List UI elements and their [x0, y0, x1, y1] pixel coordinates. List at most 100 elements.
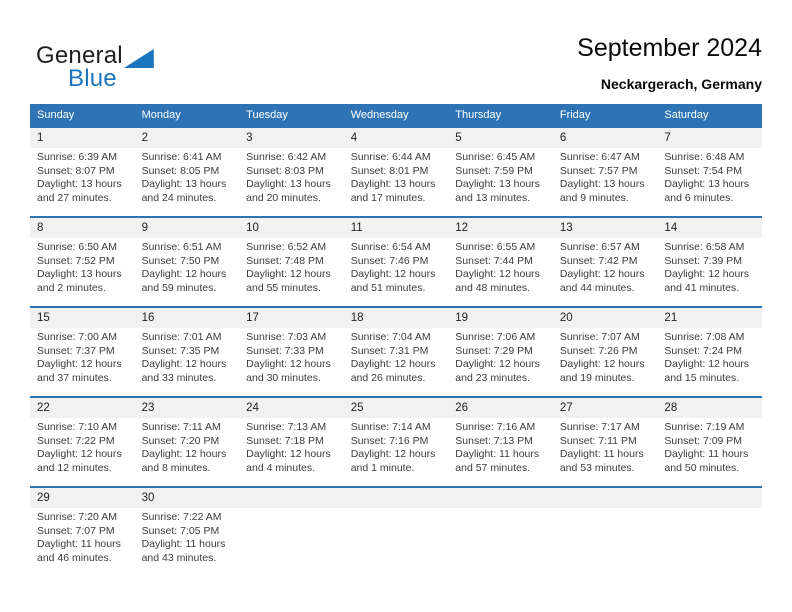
day-details: Sunrise: 6:50 AM Sunset: 7:52 PM Daylight:… [30, 238, 135, 295]
weekday-header-wednesday: Wednesday [350, 109, 409, 121]
sunset-text: Sunset: 7:42 PM [559, 254, 638, 267]
daylight-text-line1: Daylight: 12 hours [559, 358, 645, 370]
logo-text-blue: Blue [68, 65, 117, 92]
day-details: Sunrise: 7:22 AM Sunset: 7:05 PM Daylight:… [135, 508, 240, 565]
sunrise-text: Sunrise: 7:11 AM [141, 421, 221, 433]
day-number: 7 [657, 128, 762, 148]
day-number: 26 [448, 398, 553, 418]
day-number: 9 [134, 218, 240, 238]
week-row: 22 Sunrise: 7:10 AM Sunset: 7:22 PM Dayligh… [30, 396, 762, 486]
daylight-text-line2: and 13 minutes. [455, 191, 530, 204]
day-details: Sunrise: 7:13 AM Sunset: 7:18 PM Daylight:… [239, 418, 344, 475]
day-number: 24 [239, 398, 344, 418]
calendar: Sunday Monday Tuesday Wednesday Thursday… [30, 104, 762, 576]
daylight-text-line2: and 19 minutes. [559, 371, 635, 384]
daylight-text-line1: Daylight: 11 hours [455, 448, 540, 460]
day-cell: 25 Sunrise: 7:14 AM Sunset: 7:16 PM Dayligh… [343, 398, 449, 486]
sunrise-text: Sunrise: 7:19 AM [664, 421, 745, 433]
daylight-text-line1: Daylight: 12 hours [141, 268, 227, 280]
day-cell: 18 Sunrise: 7:04 AM Sunset: 7:31 PM Dayligh… [343, 308, 449, 396]
sunrise-text: Sunrise: 6:57 AM [559, 241, 640, 253]
day-number: 15 [30, 308, 135, 328]
daylight-text-line2: and 43 minutes. [141, 551, 217, 564]
daylight-text-line2: and 15 minutes. [664, 371, 740, 384]
sunrise-text: Sunrise: 6:51 AM [141, 241, 222, 253]
day-details [553, 508, 658, 511]
sunrise-text: Sunrise: 6:55 AM [455, 241, 536, 253]
week-row: 8 Sunrise: 6:50 AM Sunset: 7:52 PM Daylight… [30, 216, 762, 306]
day-number: 1 [30, 128, 135, 148]
day-details [344, 508, 449, 511]
sunset-text: Sunset: 7:16 PM [350, 434, 429, 447]
day-details: Sunrise: 6:39 AM Sunset: 8:07 PM Daylight:… [30, 148, 135, 205]
sunset-text: Sunset: 7:31 PM [350, 344, 429, 357]
day-cell: 6 Sunrise: 6:47 AM Sunset: 7:57 PM Daylight… [552, 128, 658, 216]
daylight-text-line1: Daylight: 13 hours [350, 178, 436, 190]
sunset-text: Sunset: 7:44 PM [455, 254, 533, 267]
day-cell: 27 Sunrise: 7:17 AM Sunset: 7:11 PM Dayligh… [552, 398, 658, 486]
daylight-text-line2: and 41 minutes. [664, 281, 740, 294]
sunset-text: Sunset: 7:11 PM [559, 434, 637, 447]
day-number [657, 488, 762, 508]
daylight-text-line2: and 6 minutes. [664, 191, 734, 204]
sunset-text: Sunset: 7:05 PM [141, 524, 220, 537]
sunrise-text: Sunrise: 7:01 AM [141, 331, 222, 343]
daylight-text-line2: and 24 minutes. [141, 191, 217, 204]
day-number [343, 488, 449, 508]
day-cell: 26 Sunrise: 7:16 AM Sunset: 7:13 PM Dayligh… [448, 398, 553, 486]
day-number: 20 [552, 308, 658, 328]
day-details: Sunrise: 7:17 AM Sunset: 7:11 PM Daylight:… [553, 418, 658, 475]
daylight-text-line1: Daylight: 12 hours [664, 268, 750, 280]
title-block: September 2024 Neckargerach, Germany [577, 34, 762, 92]
daylight-text-line2: and 8 minutes. [141, 461, 211, 474]
sunrise-text: Sunrise: 6:48 AM [664, 151, 745, 163]
daylight-text-line2: and 1 minute. [350, 461, 415, 474]
daylight-text-line2: and 9 minutes. [559, 191, 629, 204]
day-number: 14 [657, 218, 762, 238]
day-cell: 15 Sunrise: 7:00 AM Sunset: 7:37 PM Dayligh… [30, 308, 135, 396]
sunrise-text: Sunrise: 6:50 AM [37, 241, 117, 253]
daylight-text-line1: Daylight: 11 hours [141, 538, 226, 550]
day-details: Sunrise: 6:42 AM Sunset: 8:03 PM Daylight:… [239, 148, 344, 205]
day-details: Sunrise: 7:20 AM Sunset: 7:07 PM Daylight:… [30, 508, 135, 565]
daylight-text-line1: Daylight: 12 hours [246, 358, 331, 370]
daylight-text-line1: Daylight: 13 hours [246, 178, 331, 190]
daylight-text-line1: Daylight: 12 hours [141, 448, 227, 460]
daylight-text-line1: Daylight: 12 hours [246, 448, 331, 460]
daylight-text-line1: Daylight: 12 hours [141, 358, 227, 370]
day-number: 16 [134, 308, 240, 328]
sunset-text: Sunset: 7:29 PM [455, 344, 533, 357]
day-number: 25 [343, 398, 449, 418]
sunset-text: Sunset: 8:05 PM [141, 164, 220, 177]
daylight-text-line2: and 50 minutes. [664, 461, 740, 474]
day-cell: 2 Sunrise: 6:41 AM Sunset: 8:05 PM Daylight… [134, 128, 240, 216]
day-number [239, 488, 344, 508]
logo-triangle-icon [123, 49, 154, 68]
empty-day-cell [343, 488, 449, 576]
sunrise-text: Sunrise: 6:47 AM [559, 151, 640, 163]
day-details: Sunrise: 7:08 AM Sunset: 7:24 PM Daylight:… [657, 328, 762, 385]
daylight-text-line2: and 30 minutes. [246, 371, 321, 384]
sunrise-text: Sunrise: 6:42 AM [246, 151, 327, 163]
day-cell: 3 Sunrise: 6:42 AM Sunset: 8:03 PM Daylight… [239, 128, 344, 216]
sunrise-text: Sunrise: 7:16 AM [455, 421, 536, 433]
day-cell: 14 Sunrise: 6:58 AM Sunset: 7:39 PM Dayligh… [657, 218, 762, 306]
sunset-text: Sunset: 7:22 PM [37, 434, 115, 447]
day-details: Sunrise: 7:10 AM Sunset: 7:22 PM Daylight:… [30, 418, 135, 475]
sunset-text: Sunset: 8:07 PM [37, 164, 115, 177]
day-details: Sunrise: 6:48 AM Sunset: 7:54 PM Daylight:… [657, 148, 762, 205]
weekday-header-thursday: Thursday [455, 109, 502, 121]
weekday-header-friday: Friday [559, 109, 591, 121]
day-number: 27 [552, 398, 658, 418]
day-details: Sunrise: 6:57 AM Sunset: 7:42 PM Daylight:… [553, 238, 658, 295]
sunset-text: Sunset: 8:03 PM [246, 164, 324, 177]
sunset-text: Sunset: 7:57 PM [559, 164, 638, 177]
sunset-text: Sunset: 7:18 PM [246, 434, 324, 447]
day-details [657, 508, 762, 511]
daylight-text-line1: Daylight: 12 hours [664, 358, 750, 370]
weekday-header-sunday: Sunday [37, 109, 75, 121]
day-cell: 29 Sunrise: 7:20 AM Sunset: 7:07 PM Dayligh… [30, 488, 135, 576]
day-number: 12 [448, 218, 553, 238]
day-cell: 5 Sunrise: 6:45 AM Sunset: 7:59 PM Daylight… [448, 128, 553, 216]
day-cell: 28 Sunrise: 7:19 AM Sunset: 7:09 PM Dayligh… [657, 398, 762, 486]
